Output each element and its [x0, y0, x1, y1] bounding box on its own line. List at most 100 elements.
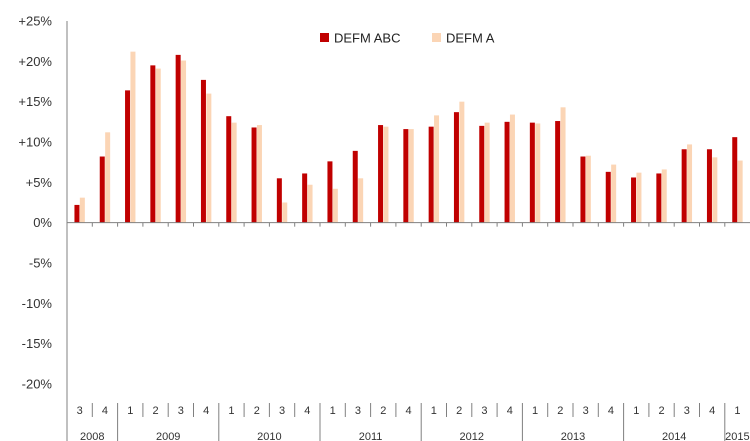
bar-defm-a	[434, 115, 440, 223]
bar-defm-abc	[125, 90, 131, 223]
y-tick-label: +25%	[18, 14, 52, 29]
x-tick-label-year: 2011	[359, 431, 383, 441]
bar-defm-abc	[200, 79, 206, 223]
legend-label-defm-abc: DEFM ABC	[334, 31, 400, 46]
bar-defm-a	[535, 123, 541, 223]
bar-defm-abc	[175, 54, 181, 223]
x-tick-label-year: 2009	[156, 431, 180, 441]
bar-defm-abc	[226, 116, 232, 223]
x-tick-label-quarter: 3	[178, 405, 184, 417]
x-tick-label-quarter: 3	[583, 405, 589, 417]
x-tick-label-quarter: 2	[557, 405, 563, 417]
legend-label-defm-a: DEFM A	[446, 31, 495, 46]
x-tick-label-quarter: 4	[608, 405, 614, 417]
bar-defm-a	[206, 93, 212, 223]
bar-defm-abc	[251, 127, 257, 223]
x-tick-label-quarter: 1	[127, 405, 133, 417]
bar-defm-abc	[479, 125, 485, 223]
x-tick-label-quarter: 4	[304, 405, 310, 417]
x-axis-quarter-labels: 3 4 1 2 3 4 1 2 3 4 1 3 2 4 1 2 3 4 1 2 3 4 1 2 3 4 1	[66, 403, 741, 417]
x-tick-label-year: 2008	[80, 431, 104, 441]
bar-defm-abc	[378, 125, 384, 223]
bar-defm-a	[155, 68, 161, 223]
bar-defm-abc	[504, 121, 510, 223]
legend-swatch-defm-abc	[320, 33, 329, 42]
y-tick-label: +10%	[18, 135, 52, 150]
bar-series	[74, 51, 743, 223]
bar-defm-abc	[352, 150, 358, 223]
legend: DEFM ABC DEFM A	[320, 31, 495, 46]
bar-defm-a	[636, 172, 642, 223]
legend-swatch-defm-a	[432, 33, 441, 42]
x-tick-label-quarter: 3	[481, 405, 487, 417]
bar-defm-abc	[150, 65, 156, 223]
y-tick-label: -5%	[29, 256, 53, 271]
bar-defm-abc	[706, 149, 712, 223]
x-tick-label-quarter: 4	[203, 405, 209, 417]
bar-defm-abc	[529, 122, 535, 223]
bar-defm-a	[509, 114, 515, 223]
bar-defm-abc	[403, 129, 409, 223]
bar-defm-a	[332, 188, 338, 223]
bar-defm-a	[282, 202, 288, 223]
x-tick-label-quarter: 2	[456, 405, 462, 417]
x-tick-label-quarter: 3	[355, 405, 361, 417]
x-tick-label-year: 2012	[460, 431, 484, 441]
x-tick-label-quarter: 1	[633, 405, 639, 417]
bar-defm-abc	[99, 156, 105, 223]
x-tick-label-quarter: 2	[254, 405, 260, 417]
bar-defm-abc	[327, 161, 333, 223]
bar-defm-a	[79, 197, 85, 223]
x-axis-year-labels: 2008200920102011201220132014201520162017…	[66, 417, 750, 441]
y-tick-label: +15%	[18, 94, 52, 109]
bar-defm-a	[231, 122, 237, 223]
y-tick-label: -20%	[22, 377, 53, 392]
bar-defm-abc	[428, 126, 434, 223]
bar-defm-abc	[580, 156, 586, 223]
bar-defm-a	[611, 164, 617, 223]
bar-defm-abc	[276, 178, 282, 223]
x-tick-label-quarter: 1	[330, 405, 336, 417]
bar-defm-abc	[302, 173, 308, 223]
x-axis-ticks	[66, 222, 726, 227]
x-tick-label-year: 2013	[561, 431, 585, 441]
x-tick-label-year: 2014	[662, 431, 686, 441]
bar-defm-a	[712, 157, 718, 223]
bar-defm-a	[105, 132, 111, 223]
x-tick-label-quarter: 1	[431, 405, 437, 417]
bar-defm-a	[585, 155, 591, 223]
bar-defm-a	[459, 101, 465, 223]
bar-defm-abc	[681, 149, 687, 223]
bar-defm-abc	[74, 204, 80, 223]
y-tick-label: +5%	[26, 175, 53, 190]
bar-defm-a	[383, 126, 389, 223]
bar-defm-a	[307, 184, 313, 223]
bar-defm-abc	[453, 112, 459, 223]
x-tick-label-quarter: 4	[405, 405, 411, 417]
bar-defm-a	[130, 51, 136, 223]
x-tick-label-quarter: 3	[684, 405, 690, 417]
bar-defm-a	[181, 60, 187, 223]
bar-defm-a	[358, 178, 364, 223]
x-tick-label-quarter: 1	[532, 405, 538, 417]
bar-defm-abc	[732, 137, 738, 223]
bar-defm-abc	[605, 171, 611, 223]
bar-defm-abc	[656, 173, 662, 223]
x-tick-label-quarter: 2	[658, 405, 664, 417]
y-axis-tick-labels: +25% +20% +15% +10% +5% 0% -5% -10% -15% -20%	[18, 14, 52, 392]
x-tick-label-quarter: 1	[734, 405, 740, 417]
y-tick-label: +20%	[18, 54, 52, 69]
x-tick-label-year: 2015	[725, 431, 749, 441]
x-tick-label-quarter: 3	[77, 405, 83, 417]
bar-defm-a	[661, 169, 667, 223]
bar-defm-a	[737, 160, 743, 223]
x-tick-label-quarter: 2	[380, 405, 386, 417]
x-tick-label-quarter: 4	[102, 405, 108, 417]
x-tick-label-year: 2010	[257, 431, 281, 441]
x-tick-label-quarter: 3	[279, 405, 285, 417]
bar-defm-a	[256, 125, 262, 223]
bar-defm-abc	[555, 121, 561, 223]
x-tick-label-quarter: 4	[709, 405, 715, 417]
bar-defm-a	[484, 122, 490, 223]
